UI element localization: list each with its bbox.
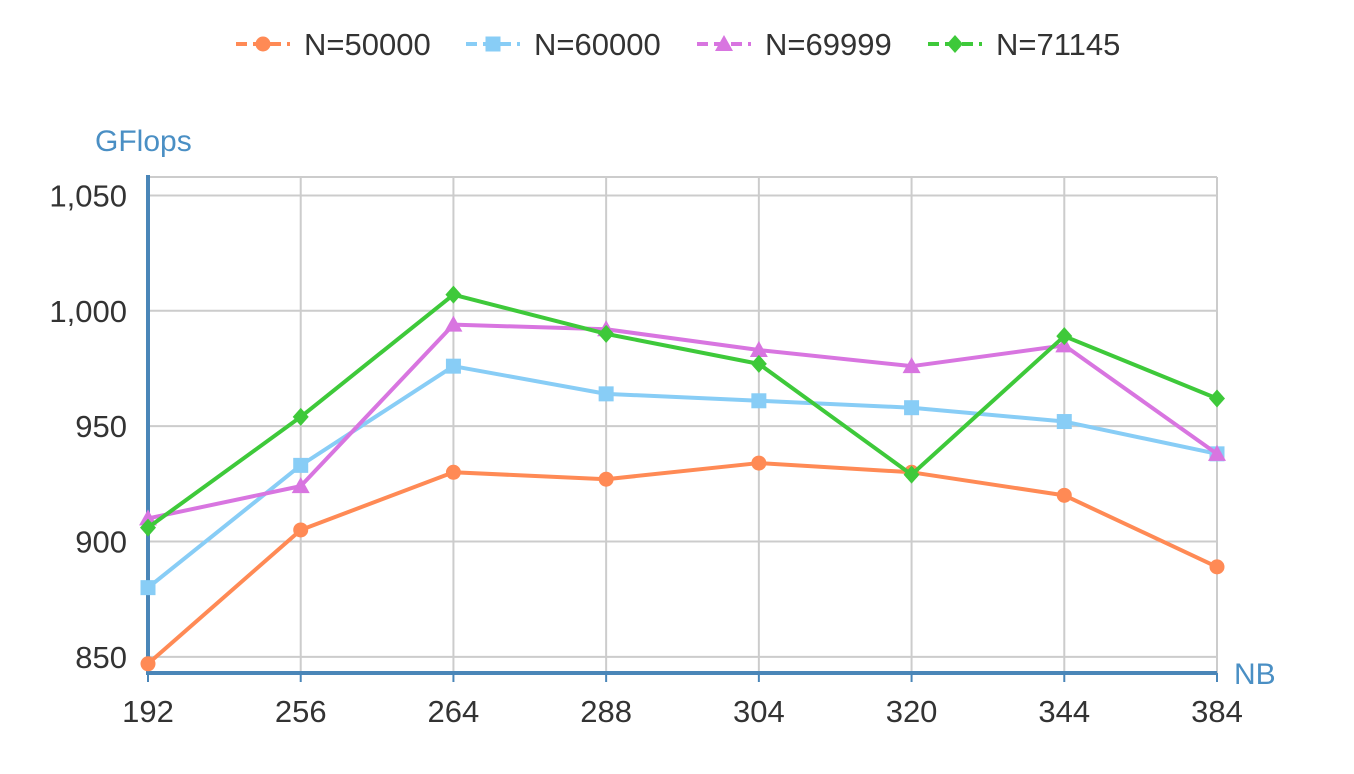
legend-label: N=60000 (534, 27, 661, 62)
y-tick-label: 950 (75, 409, 127, 444)
x-tick-label: 304 (733, 694, 785, 729)
y-tick-label: 850 (75, 640, 127, 675)
data-point (140, 580, 156, 596)
data-point (598, 324, 615, 343)
series-line (147, 322, 1219, 521)
y-tick-label: 1,000 (49, 294, 127, 329)
legend-item: N=71145 (928, 27, 1120, 62)
x-tick-label: 288 (580, 694, 632, 729)
axes (146, 175, 1218, 682)
legend-label: N=71145 (996, 27, 1120, 62)
data-point (751, 393, 767, 409)
legend-label: N=50000 (304, 27, 431, 62)
data-point (749, 341, 768, 358)
data-point (293, 522, 309, 538)
x-axis-title: NB (1234, 658, 1276, 691)
data-point (1209, 389, 1225, 408)
legend: N=50000 N=60000 N=69999 N=71145 (236, 27, 1120, 62)
legend-marker (255, 36, 271, 52)
data-point (291, 477, 310, 494)
legend-label: N=69999 (765, 27, 892, 62)
x-tick-label: 344 (1038, 694, 1090, 729)
data-point (444, 315, 463, 332)
data-point (903, 465, 920, 484)
data-point (292, 407, 309, 426)
y-axis-title: GFlops (95, 125, 192, 158)
series-line (146, 292, 1218, 530)
legend-marker (715, 35, 733, 51)
x-tick-label: 384 (1191, 694, 1243, 729)
data-point (1209, 559, 1225, 575)
data-point (293, 457, 309, 473)
series-line (146, 364, 1218, 590)
data-point (598, 386, 614, 402)
data-point (1056, 327, 1073, 346)
data-point (445, 358, 461, 374)
x-tick-label: 256 (275, 694, 327, 729)
legend-item: N=69999 (697, 27, 892, 62)
legend-marker (485, 36, 501, 52)
data-point (1056, 487, 1072, 503)
series-N=60000 (140, 358, 1225, 596)
data-point (902, 357, 921, 374)
y-axis-ticks: 850 900 950 1,000 1,050 (49, 178, 127, 674)
data-point (598, 471, 614, 487)
series-line (146, 461, 1218, 666)
x-axis-ticks: 192 256 264 288 304 320 344 384 (122, 694, 1243, 729)
legend-marker (947, 35, 963, 53)
data-point (140, 656, 156, 672)
data-point (1056, 414, 1072, 430)
x-tick-label: 192 (122, 694, 174, 729)
series-group (139, 285, 1226, 672)
legend-item: N=50000 (236, 27, 431, 62)
legend-item: N=60000 (466, 27, 661, 62)
data-point (1208, 444, 1226, 461)
x-tick-label: 264 (428, 694, 480, 729)
x-tick-label: 320 (886, 694, 938, 729)
data-point (140, 518, 156, 537)
grid (148, 176, 1218, 673)
series-N=71145 (140, 285, 1225, 537)
data-point (445, 464, 461, 480)
data-point (750, 354, 767, 373)
data-point (904, 400, 920, 416)
data-point (445, 285, 462, 304)
y-tick-label: 1,050 (49, 178, 127, 213)
y-tick-label: 900 (75, 525, 127, 560)
data-point (751, 455, 767, 471)
data-point (139, 509, 157, 526)
